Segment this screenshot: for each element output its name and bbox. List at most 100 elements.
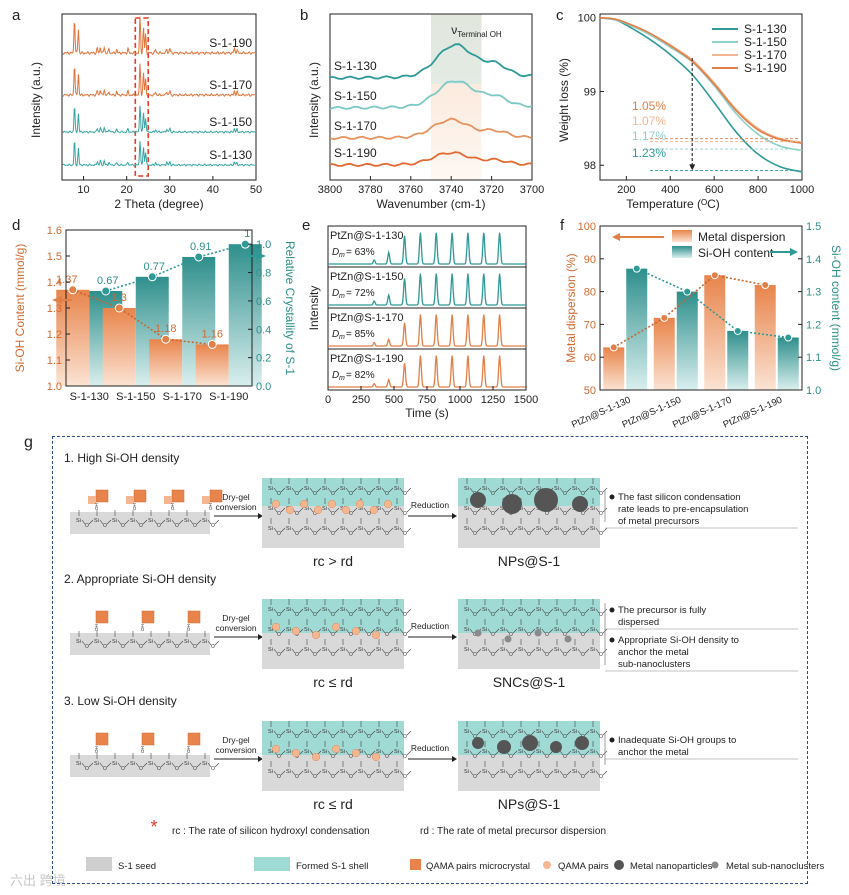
- si-atom: Si: [268, 506, 273, 512]
- si-atom: Si: [184, 761, 189, 767]
- point-left: [207, 339, 217, 349]
- si-atom: Si: [572, 729, 577, 735]
- bond: [577, 770, 582, 776]
- si-atom: Si: [304, 647, 309, 653]
- bond: [487, 608, 492, 614]
- o-atom: O: [385, 632, 389, 638]
- bond: [117, 640, 122, 646]
- bond: [566, 628, 572, 634]
- si-atom: Si: [554, 607, 559, 613]
- o-atom: O: [473, 612, 477, 618]
- qama-pair: [313, 505, 323, 515]
- plot-frame: [599, 13, 803, 181]
- bond: [370, 628, 376, 634]
- o-atom: O: [545, 632, 549, 638]
- si-atom: Si: [358, 627, 363, 633]
- legend-swatch: [410, 859, 421, 870]
- rate-label: rc ≤ rd: [313, 796, 353, 812]
- footnote-rd: rd : The rate of metal precursor dispers…: [420, 826, 606, 837]
- data-label-right: 0.91: [190, 241, 211, 253]
- bond: [388, 770, 394, 776]
- legend-swatch: [254, 857, 290, 871]
- legend-swatch: [614, 860, 624, 870]
- bond: [388, 750, 394, 756]
- o-atom: O: [581, 754, 585, 760]
- bond: [399, 730, 404, 736]
- oh-group: OH: [170, 503, 175, 510]
- y-tick-label-right: 0.6: [256, 296, 271, 308]
- bond: [345, 527, 350, 533]
- bond: [106, 640, 112, 646]
- scheme-row: 3. Low Si-OH density Si O Si O Si O Si O Si O Si O Si…: [64, 694, 798, 812]
- bond: [388, 507, 394, 513]
- y-tick-label-right: 1.1: [806, 352, 821, 364]
- si-atom: Si: [464, 647, 469, 653]
- bond: [487, 648, 492, 654]
- o-atom: O: [349, 612, 353, 618]
- si-atom: Si: [130, 639, 135, 645]
- bond: [559, 750, 564, 756]
- o-atom: O: [599, 652, 603, 658]
- series-line: [329, 80, 533, 110]
- bond: [505, 770, 510, 776]
- si-atom: Si: [322, 769, 327, 775]
- point-left: [114, 303, 124, 313]
- step-label: Dry-gel: [222, 735, 250, 745]
- trace-label: PtZn@S-1-150: [330, 271, 404, 283]
- o-atom: O: [581, 652, 585, 658]
- bond: [494, 628, 500, 634]
- si-atom: Si: [286, 769, 291, 775]
- si-atom: Si: [518, 607, 523, 613]
- o-atom: O: [121, 644, 125, 650]
- o-atom: O: [313, 491, 317, 497]
- si-atom: Si: [376, 526, 381, 532]
- si-atom: Si: [572, 526, 577, 532]
- qama-pair: [383, 499, 393, 509]
- bond: [476, 507, 482, 513]
- bond: [363, 750, 368, 756]
- bond: [523, 648, 528, 654]
- si-atom: Si: [394, 526, 399, 532]
- si-atom: Si: [322, 627, 327, 633]
- bond: [530, 750, 536, 756]
- bar-si-oh-content: [676, 291, 698, 390]
- bar-metal-dispersion: [754, 285, 776, 390]
- si-atom: Si: [376, 769, 381, 775]
- y-axis-label: Intensity (a.u.): [29, 62, 43, 138]
- panel-letter-c: c: [556, 7, 564, 24]
- bar-si-oh-content: [626, 268, 648, 390]
- product-label: NPs@S-1: [498, 553, 561, 569]
- o-atom: O: [527, 491, 531, 497]
- legend-label: Metal sub-nanoclusters: [726, 861, 824, 872]
- o-atom: O: [139, 644, 143, 650]
- bond: [494, 730, 500, 736]
- o-atom: O: [211, 766, 215, 772]
- scheme-row: 1. High Si-OH densitySiOSiOSiOSiOSiOSiOS…: [64, 451, 798, 569]
- o-atom: O: [581, 511, 585, 517]
- si-atom: Si: [286, 627, 291, 633]
- o-atom: O: [349, 754, 353, 760]
- si-atom: Si: [322, 607, 327, 613]
- panel-letter-d: d: [12, 217, 20, 234]
- bond: [541, 648, 546, 654]
- bond: [117, 519, 122, 525]
- bond: [584, 507, 590, 513]
- si-atom: Si: [268, 486, 273, 492]
- y-tick-label-right: 1.3: [806, 287, 821, 299]
- y-axis-label-right: Relative Crystallity of S-1: [283, 241, 297, 375]
- bond: [494, 507, 500, 513]
- qama-microcrystal: [95, 732, 109, 746]
- o-atom: O: [331, 652, 335, 658]
- o-atom: O: [295, 774, 299, 780]
- bar-si-oh: [102, 308, 136, 386]
- bond: [548, 770, 554, 776]
- si-atom: Si: [518, 749, 523, 755]
- x-tick-label: 40: [207, 184, 219, 196]
- step-arrow-head: [452, 756, 457, 762]
- data-label-left: 1.37: [56, 274, 77, 286]
- bond: [381, 527, 386, 533]
- bond: [399, 527, 404, 533]
- o-atom: O: [545, 531, 549, 537]
- si-atom: Si: [464, 486, 469, 492]
- legend-label: Metal dispersion: [698, 230, 785, 244]
